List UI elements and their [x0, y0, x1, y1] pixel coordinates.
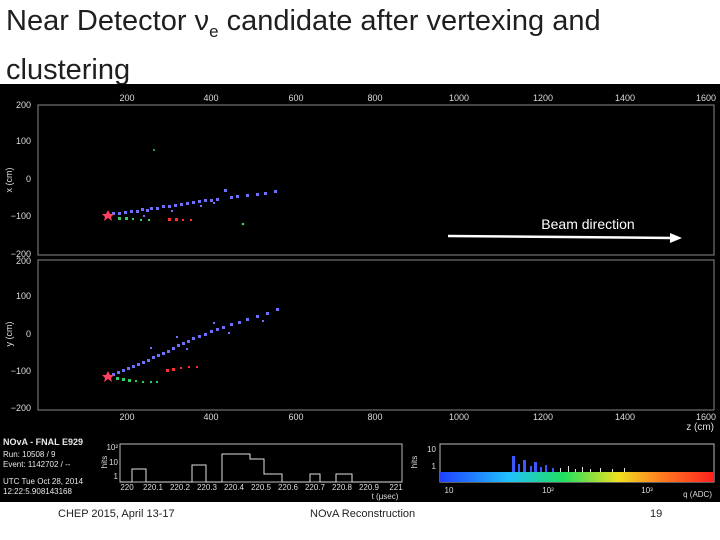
- yz-tick-0: 0: [26, 329, 31, 339]
- yz-view-frame: [37, 259, 715, 411]
- yz-tick-m200: −200: [11, 403, 31, 413]
- info-header: NOvA - FNAL E929: [3, 437, 83, 447]
- xz-hits: [102, 149, 277, 226]
- time-tick-5: 220.5: [251, 483, 272, 492]
- info-utc: UTC Tue Oct 28, 2014: [3, 477, 84, 486]
- time-tick-7: 220.7: [305, 483, 326, 492]
- xz-tick-m100: −100: [11, 211, 31, 221]
- z-top-tick-400: 400: [203, 93, 218, 103]
- footer-title: NOvA Reconstruction: [310, 508, 416, 520]
- yz-tick-100: 100: [16, 291, 31, 301]
- z-top-tick-200: 200: [119, 93, 134, 103]
- time-tick-3: 220.3: [197, 483, 218, 492]
- yz-tick-m100: −100: [11, 366, 31, 376]
- time-tick-10: 221: [389, 483, 403, 492]
- time-tick-0: 220: [120, 483, 134, 492]
- info-time: 12:22:5.908143168: [3, 487, 73, 496]
- charge-hist-xlabel: q (ADC): [683, 490, 712, 499]
- time-hist-ylabel: hits: [100, 456, 109, 468]
- charge-tick-2: 10³: [641, 486, 653, 495]
- z-top-tick-800: 800: [367, 93, 382, 103]
- z-bottom-tick-600: 600: [288, 412, 303, 422]
- info-event: Event: 1142702 / --: [3, 460, 71, 469]
- event-info: NOvA - FNAL E929 Run: 10508 / 9 Event: 1…: [3, 437, 84, 496]
- charge-histogram: hits 10 1 10 10² 10³ q (ADC): [410, 443, 715, 499]
- beam-direction-arrow: [447, 233, 682, 243]
- footer-conference: CHEP 2015, April 13-17: [58, 508, 175, 520]
- event-display: 200 400 600 800 1000 1200 1400 1600 200 …: [0, 84, 720, 502]
- xz-tick-0: 0: [26, 174, 31, 184]
- z-top-tick-1400: 1400: [615, 93, 635, 103]
- slide-title: Near Detector νe candidate after vertexi…: [6, 2, 714, 89]
- charge-hist-ytick-1: 1: [432, 462, 437, 471]
- footer-page-number: 19: [650, 508, 663, 520]
- z-bottom-tick-1400: 1400: [615, 412, 635, 422]
- xz-axis-label: x (cm): [4, 168, 14, 193]
- beam-direction-label: Beam direction: [541, 216, 634, 232]
- title-rest: candidate after vertexing and clustering: [6, 5, 601, 86]
- yz-hits: [102, 308, 279, 383]
- z-top-tick-1200: 1200: [533, 93, 553, 103]
- z-bottom-tick-1600: 1600: [696, 412, 716, 422]
- z-bottom-tick-1200: 1200: [533, 412, 553, 422]
- z-bottom-tick-1000: 1000: [449, 412, 469, 422]
- title-subscript: e: [209, 21, 219, 41]
- charge-tick-0: 10: [445, 486, 454, 495]
- xz-tick-100: 100: [16, 136, 31, 146]
- time-hist-xlabel: t (μsec): [372, 492, 399, 501]
- charge-hist-ylabel: hits: [410, 456, 419, 468]
- xz-tick-m200: −200: [11, 249, 31, 259]
- time-hist-ytick-0: 10²: [106, 443, 118, 452]
- z-top-tick-1600: 1600: [696, 93, 716, 103]
- yz-tick-200: 200: [16, 256, 31, 266]
- time-hist-ytick-1: 10: [109, 458, 118, 467]
- info-run: Run: 10508 / 9: [3, 450, 56, 459]
- time-tick-1: 220.1: [143, 483, 164, 492]
- z-top-tick-1000: 1000: [449, 93, 469, 103]
- time-tick-2: 220.2: [170, 483, 191, 492]
- time-tick-4: 220.4: [224, 483, 245, 492]
- z-axis-label: z (cm): [686, 422, 714, 433]
- charge-hist-ytick-0: 10: [427, 445, 436, 454]
- z-bottom-tick-400: 400: [203, 412, 218, 422]
- z-bottom-tick-800: 800: [367, 412, 382, 422]
- time-tick-8: 220.8: [332, 483, 353, 492]
- charge-tick-1: 10²: [542, 486, 554, 495]
- time-hist-ytick-2: 1: [114, 472, 119, 481]
- time-tick-6: 220.6: [278, 483, 299, 492]
- z-top-tick-600: 600: [288, 93, 303, 103]
- title-main: Near Detector ν: [6, 5, 210, 37]
- time-tick-9: 220.9: [359, 483, 380, 492]
- xz-tick-200: 200: [16, 100, 31, 110]
- time-histogram: hits 10² 10 1 220 220.1 220.2 220.3 220.…: [100, 443, 403, 501]
- z-bottom-tick-200: 200: [119, 412, 134, 422]
- xz-view-frame: [37, 104, 715, 256]
- yz-axis-label: y (cm): [4, 322, 14, 347]
